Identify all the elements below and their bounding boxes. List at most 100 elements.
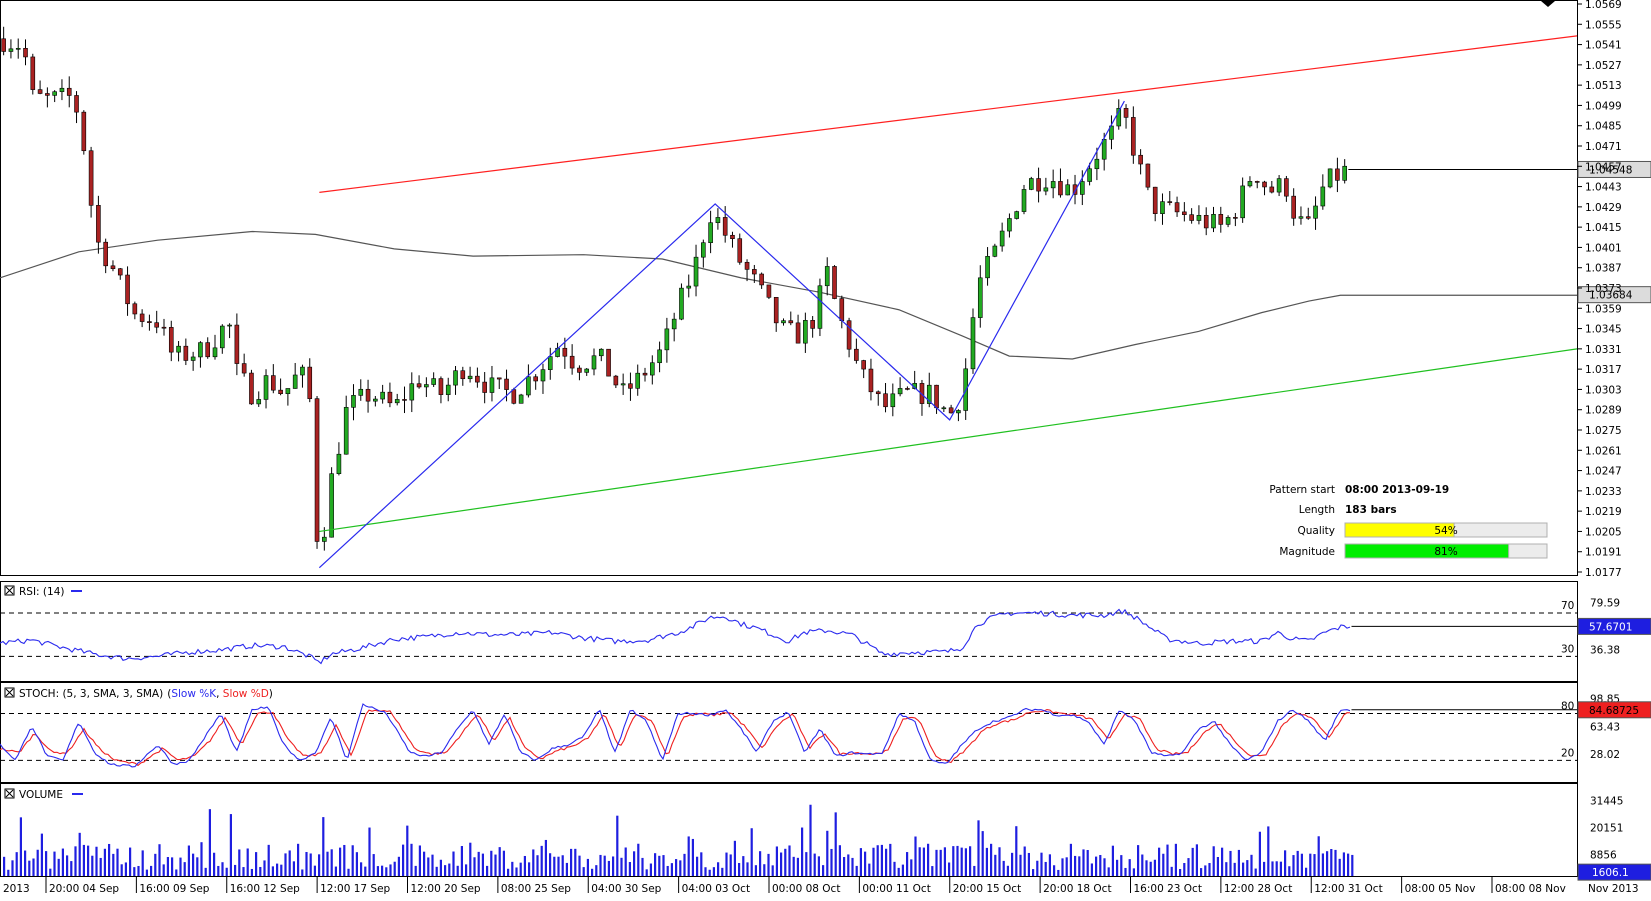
candle-down [767,285,771,297]
volume-bar [608,861,610,876]
volume-bar [457,866,459,876]
candle-down [796,323,800,343]
candle-up [490,378,494,393]
volume-bar [1192,848,1194,876]
volume-bar [297,844,299,876]
candle-down [1335,169,1339,180]
candle-up [424,385,428,387]
volume-bar [998,847,1000,876]
volume-bar [1082,849,1084,876]
candle-down [24,48,28,57]
volume-bar [226,868,228,876]
level-label: 30 [1561,643,1574,655]
candle-up [177,346,181,352]
volume-collapse-icon[interactable] [5,789,14,798]
volume-bar [1103,858,1105,876]
candle-up [665,329,669,350]
volume-bar [490,851,492,876]
candle-up [1248,181,1252,186]
volume-bar [213,853,215,876]
volume-bar [1158,848,1160,876]
candle-down [89,151,93,206]
volume-bar [1242,863,1244,876]
candle-up [1299,217,1303,219]
candle-down [760,274,764,285]
volume-bar [885,849,887,876]
candle-up [381,392,385,399]
candle-down [847,321,851,349]
candle-down [1139,155,1143,164]
candle-down [723,217,727,235]
candle-up [898,388,902,393]
volume-bar [637,844,639,876]
volume-bar [276,864,278,876]
rsi-label: RSI: (14) [19,586,65,598]
volume-bar [851,858,853,876]
candle-down [475,376,479,382]
candle-up [971,318,975,369]
price-tick-label: 1.0401 [1585,242,1622,254]
volume-bar [66,855,68,876]
volume-bar [507,869,509,876]
volume-bar [175,869,177,876]
candle-down [1146,164,1150,187]
volume-bar [583,867,585,876]
volume-bar [196,857,198,876]
candle-down [1233,217,1237,218]
volume-bar [310,853,312,876]
candle-down [534,377,538,381]
volume-bar [1334,850,1336,876]
candle-up [1102,139,1106,159]
candle-down [563,348,567,356]
volume-bar [948,863,950,876]
volume-bar [906,852,908,876]
volume-bar [713,867,715,876]
volume-bar [242,867,244,876]
volume-bar [259,867,261,876]
candle-down [315,399,319,542]
volume-bar [314,866,316,876]
volume-bar [238,849,240,876]
volume-bar [200,842,202,876]
volume-bar [977,820,979,876]
volume-bar [499,847,501,876]
candle-down [577,368,581,372]
volume-bar [263,860,265,876]
volume-bar [1166,845,1168,876]
candle-down [461,371,465,379]
candle-down [745,262,749,269]
volume-bar [150,866,152,876]
volume-bar [444,865,446,876]
volume-bar [1074,856,1076,876]
candle-up [1160,202,1164,214]
candle-down [1306,217,1310,219]
volume-bar [633,851,635,876]
time-tick-label: 12:00 20 Sep [411,883,481,895]
candle-down [235,325,239,363]
volume-bar [944,847,946,876]
volume-bar [1040,853,1042,876]
volume-bar [835,812,837,876]
price-tick-label: 1.0359 [1585,303,1622,315]
candle-up [599,349,603,356]
candle-down [308,367,312,399]
volume-bar [1284,850,1286,876]
volume-bar [1301,854,1303,876]
price-tick-label: 1.0541 [1585,40,1622,52]
candle-down [111,266,115,269]
magnitude-bar-fill [1345,544,1509,558]
volume-bar [305,852,307,876]
volume-bar [125,862,127,876]
candle-up [709,223,713,243]
stochastic-collapse-icon[interactable] [5,688,14,697]
volume-bar [881,845,883,876]
volume-bar [616,816,618,876]
volume-bar [751,828,753,876]
volume-bar [1007,866,1009,876]
rsi-collapse-icon[interactable] [5,586,14,595]
volume-bar [339,848,341,876]
candle-down [388,392,392,403]
volume-bar [37,850,39,876]
volume-bar [255,852,257,876]
candle-down [118,269,122,275]
